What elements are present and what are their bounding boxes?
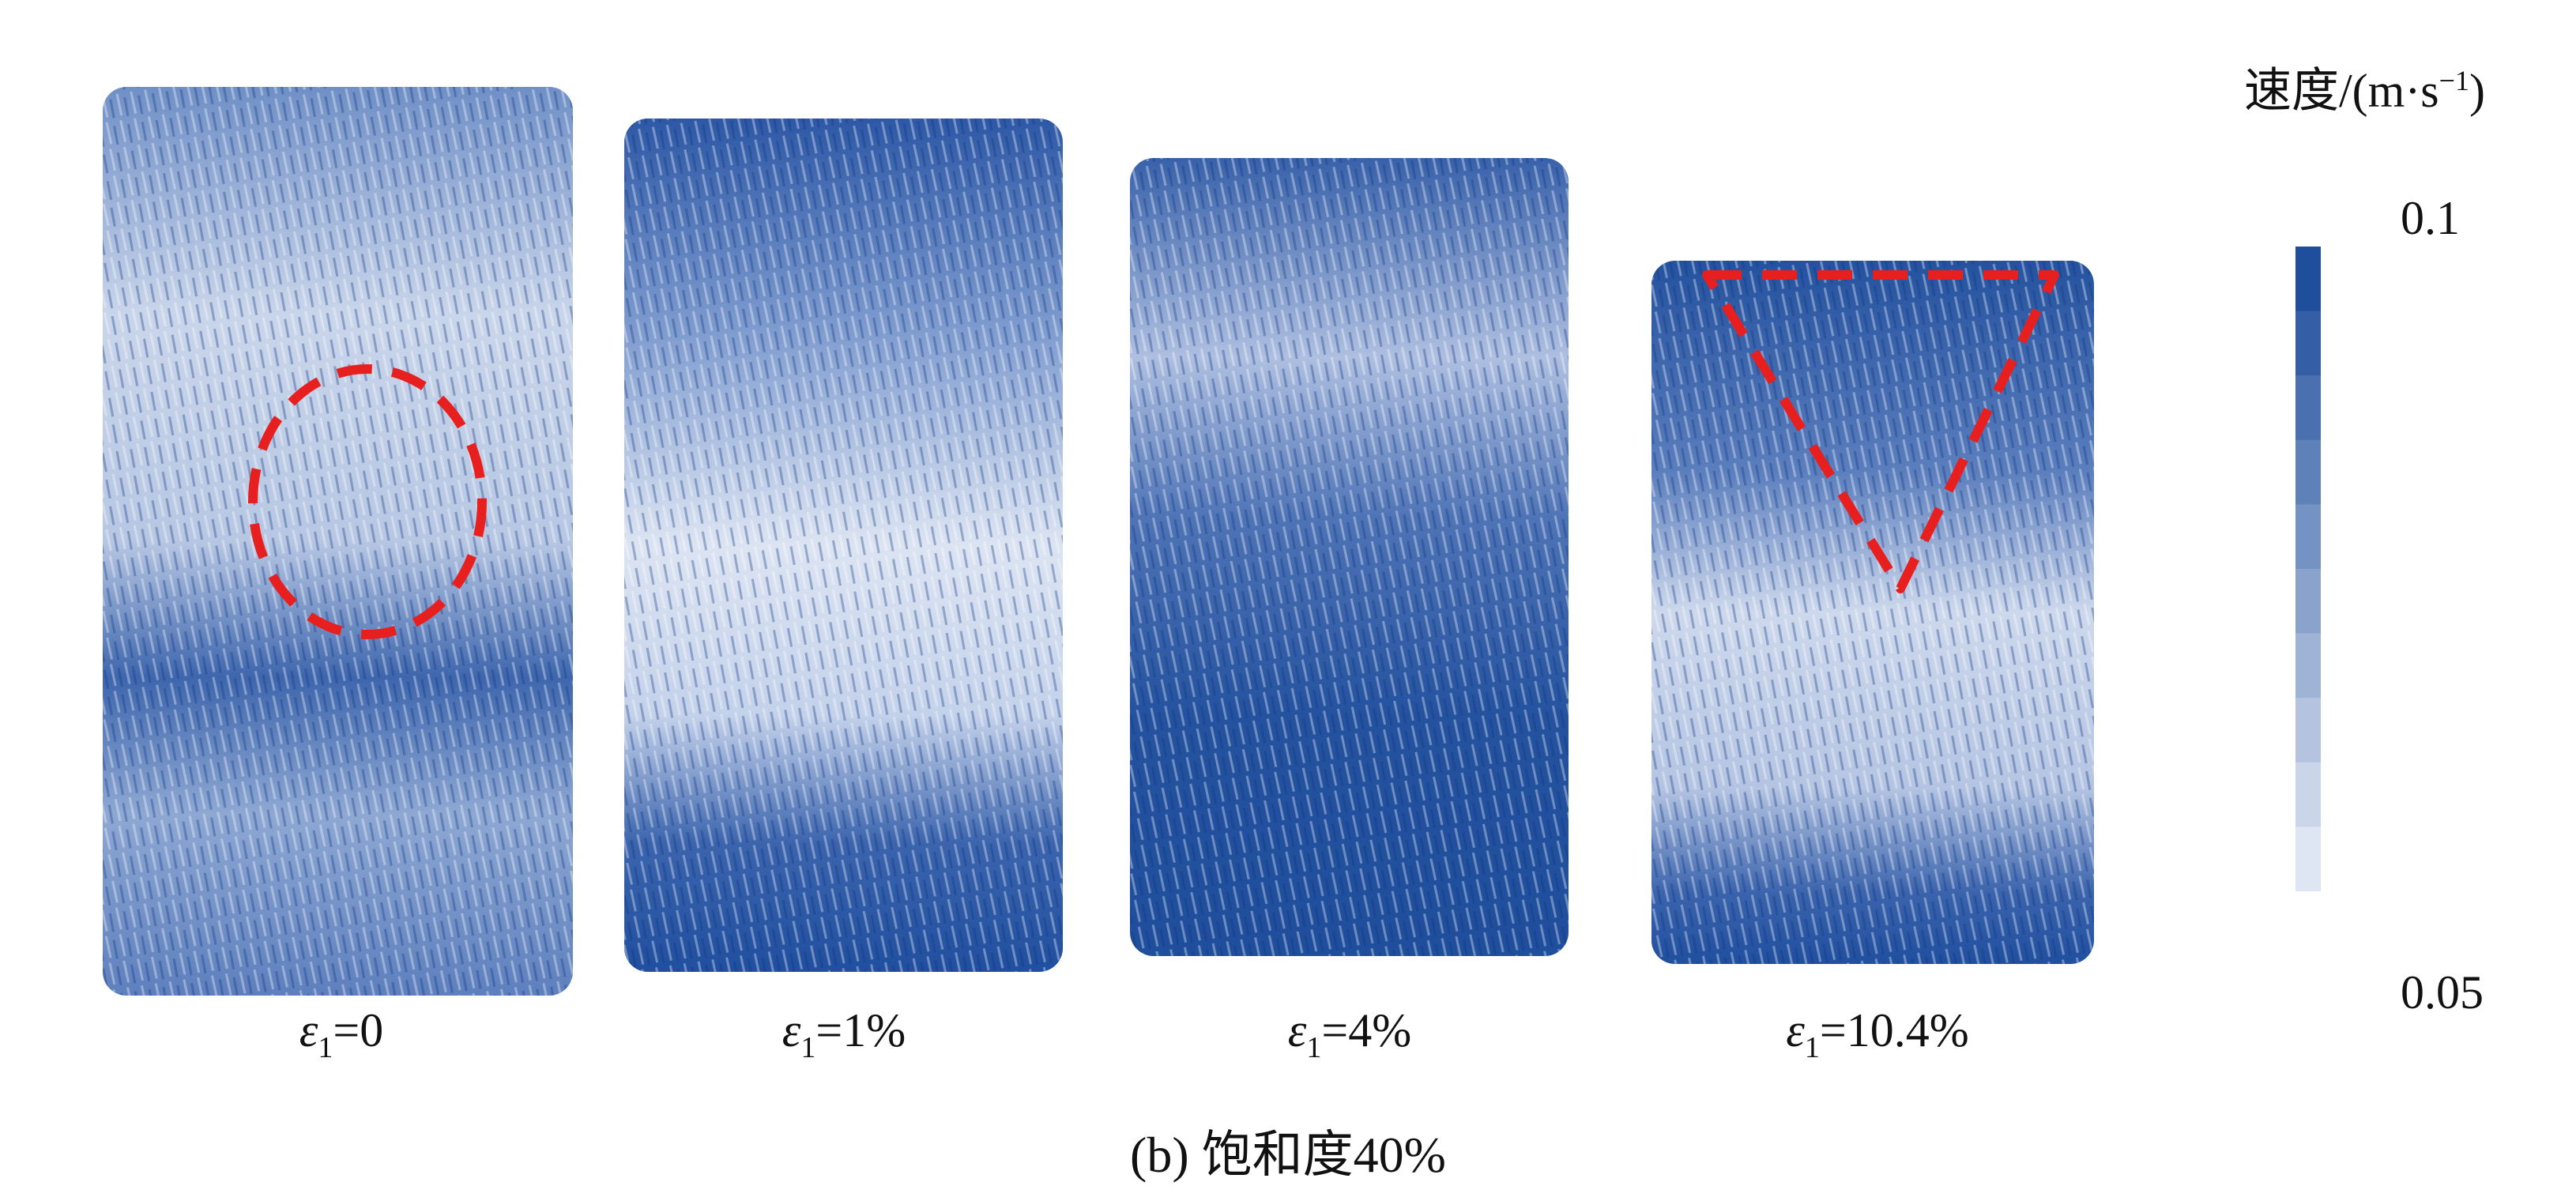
circle-annotation: [248, 364, 487, 639]
color-scale-step: [2295, 698, 2321, 763]
color-scale-bar: [2295, 247, 2321, 891]
legend-min-label: 0.05: [2401, 966, 2484, 1018]
color-scale-step: [2295, 375, 2321, 441]
color-scale-step: [2295, 504, 2321, 570]
color-scale-step: [2295, 762, 2321, 827]
strain-label-1: ε1=0: [299, 1004, 384, 1064]
triangle-annotation: [1702, 270, 2059, 593]
color-scale-step: [2295, 826, 2321, 891]
color-scale-step: [2295, 439, 2321, 505]
strain-label-2: ε1=1%: [781, 1004, 906, 1064]
color-scale-step: [2295, 311, 2321, 376]
legend-title: 速度/(m·s−1): [2244, 65, 2485, 117]
legend-max-label: 0.1: [2401, 192, 2460, 244]
figure-caption: (b) 饱和度40%: [1130, 1127, 1446, 1183]
panel-3-field: [1130, 158, 1569, 956]
panel-2-field: [624, 119, 1063, 972]
strain-label-3: ε1=4%: [1287, 1004, 1412, 1064]
panel-4-field: [1651, 261, 2094, 964]
color-scale-step: [2295, 569, 2321, 634]
color-scale-step: [2295, 247, 2321, 312]
strain-label-4: ε1=10.4%: [1786, 1004, 1969, 1064]
color-scale-step: [2295, 633, 2321, 698]
panel-1-field: [103, 87, 573, 996]
